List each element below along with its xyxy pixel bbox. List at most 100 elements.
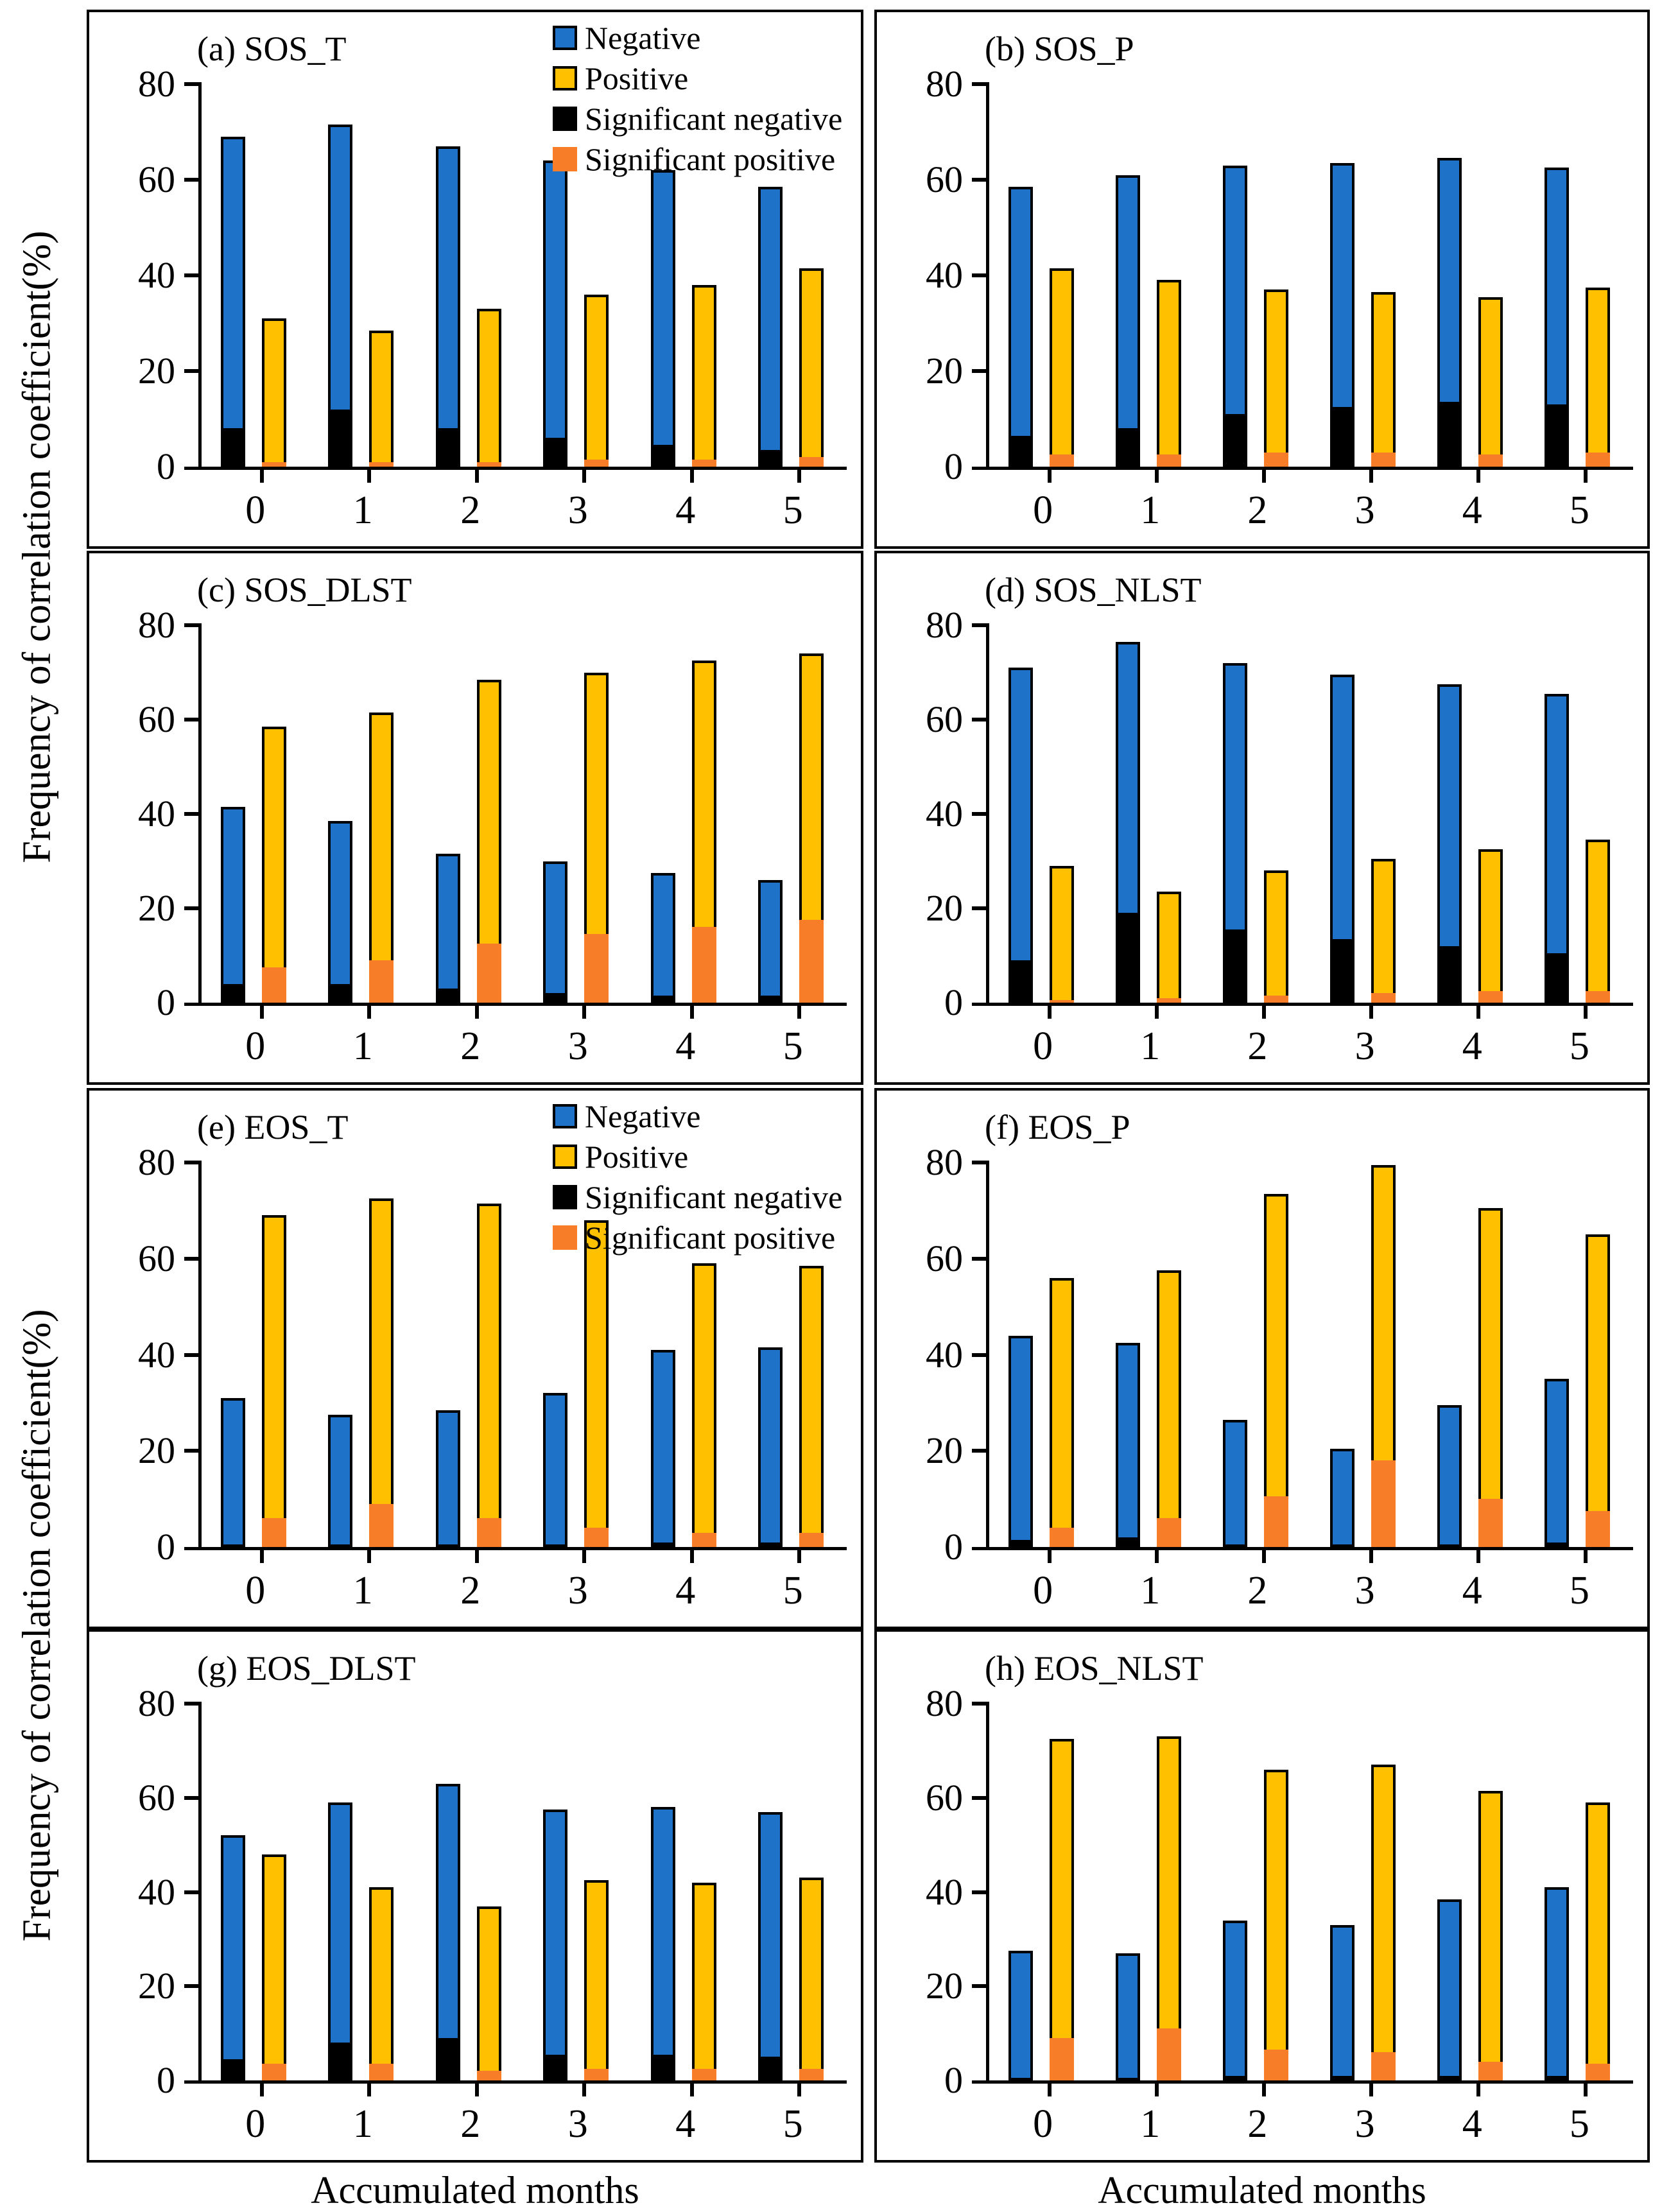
y-tick <box>184 1161 198 1164</box>
positive-swatch-icon <box>553 1144 577 1169</box>
x-tick-label: 1 <box>352 2102 373 2146</box>
x-tick <box>689 1550 694 1563</box>
significant-positive-bar <box>799 457 824 467</box>
y-tick <box>184 82 198 86</box>
significant-positive-bar <box>1156 2028 1181 2080</box>
y-tick-label: 60 <box>138 1237 175 1279</box>
panel-b-sos-p: (b) SOS_P 0 20 40 60 80 0 1 2 3 4 5 <box>874 10 1650 549</box>
significant-negative-bar <box>650 2054 675 2080</box>
significant-positive-bar <box>1478 2061 1503 2080</box>
significant-positive-bar <box>261 967 286 1003</box>
legend-item-positive: Positive <box>553 58 842 98</box>
significant-negative-bar <box>220 428 245 467</box>
significant-positive-bar <box>1371 1460 1396 1547</box>
x-tick <box>1261 470 1266 483</box>
significant-negative-bar <box>1008 435 1033 467</box>
legend-label: Significant positive <box>585 141 836 177</box>
x-tick <box>259 1006 264 1019</box>
y-tick <box>972 1449 986 1453</box>
y-tick-label: 20 <box>138 350 175 392</box>
legend-label: Positive <box>585 1138 689 1175</box>
positive-bar <box>369 1887 394 2080</box>
y-tick-label: 60 <box>138 1776 175 1819</box>
significant-negative-bar <box>758 2057 783 2080</box>
y-tick <box>184 1256 198 1261</box>
y-tick <box>972 1161 986 1164</box>
significant-negative-bar <box>543 1544 568 1547</box>
y-axis-title-bottom: Frequency of correlation coefficient(%) <box>15 1309 59 1942</box>
plot-area: 0 20 40 60 80 0 1 2 3 4 5 <box>89 1632 861 2160</box>
x-tick-label: 4 <box>675 2102 696 2146</box>
x-tick <box>474 1550 479 1563</box>
plot-area: 0 20 40 60 80 0 1 2 3 4 5 <box>877 553 1647 1082</box>
y-tick-label: 40 <box>138 793 175 834</box>
x-tick-label: 0 <box>1033 1024 1053 1068</box>
x-tick-label: 4 <box>1462 488 1482 532</box>
x-tick-label: 5 <box>783 1569 803 1612</box>
y-tick-label: 20 <box>926 887 963 929</box>
positive-bar <box>1156 1736 1181 2080</box>
negative-bar <box>1222 1920 1247 2080</box>
x-tick <box>582 2084 587 2096</box>
positive-bar <box>1156 892 1181 1003</box>
negative-bar <box>1330 1924 1355 2080</box>
x-tick-label: 2 <box>460 1024 481 1068</box>
x-axis-line <box>184 2080 847 2084</box>
negative-bar <box>758 187 783 467</box>
significant-positive-bar <box>1049 1528 1074 1547</box>
negative-bar <box>758 1811 783 2080</box>
x-tick-label: 4 <box>1462 2102 1482 2146</box>
significant-negative-bar <box>435 988 460 1003</box>
positive-bar <box>476 1906 501 2080</box>
positive-bar <box>1586 840 1611 1003</box>
negative-bar <box>543 1393 568 1547</box>
x-tick-label: 3 <box>1354 1024 1375 1068</box>
negative-bar <box>435 146 460 467</box>
y-tick <box>972 1256 986 1261</box>
y-tick <box>972 369 986 373</box>
x-tick <box>259 2084 264 2096</box>
panel-title: (e) EOS_T <box>197 1108 349 1146</box>
positive-bar <box>476 679 501 1003</box>
significant-positive-bar <box>1371 452 1396 467</box>
y-tick-label: 60 <box>926 1776 963 1819</box>
negative-bar <box>1330 1448 1355 1547</box>
significant-positive-bar <box>1586 1510 1611 1547</box>
significant-positive-bar <box>1156 1518 1181 1547</box>
y-tick <box>972 82 986 86</box>
x-tick <box>367 470 372 483</box>
significant-positive-bar <box>369 960 394 1003</box>
positive-bar <box>584 1220 609 1547</box>
significant-positive-bar <box>1586 2064 1611 2080</box>
plot-area: 0 20 40 60 80 0 1 2 3 4 5 <box>89 1091 861 1627</box>
significant-negative-bar <box>1545 404 1570 467</box>
positive-bar <box>799 268 824 467</box>
y-tick <box>972 1890 986 1894</box>
negative-bar <box>328 125 353 467</box>
x-tick-label: 2 <box>460 488 481 532</box>
positive-bar <box>369 712 394 1003</box>
y-tick-label: 60 <box>926 159 963 200</box>
panel-title: (g) EOS_DLST <box>197 1649 416 1688</box>
negative-bar <box>220 1835 245 2080</box>
x-tick-label: 3 <box>567 488 588 532</box>
x-tick <box>797 2084 802 2096</box>
positive-bar <box>261 727 286 1003</box>
y-tick <box>184 906 198 910</box>
y-tick-label: 0 <box>944 2059 963 2101</box>
significant-negative-bar <box>220 1544 245 1547</box>
x-tick-label: 1 <box>1140 488 1161 532</box>
positive-bar <box>1478 849 1503 1003</box>
legend-item-negative: Negative <box>553 1096 842 1136</box>
negative-bar <box>220 1397 245 1547</box>
significant-positive-swatch-icon <box>553 146 577 171</box>
x-tick-label: 1 <box>1140 2102 1161 2146</box>
negative-bar <box>1008 668 1033 1003</box>
x-tick <box>474 1006 479 1019</box>
y-tick-label: 20 <box>926 350 963 392</box>
y-tick-label: 60 <box>138 698 175 740</box>
positive-bar <box>261 1854 286 2080</box>
negative-bar <box>328 1802 353 2080</box>
x-tick <box>1261 2084 1266 2096</box>
